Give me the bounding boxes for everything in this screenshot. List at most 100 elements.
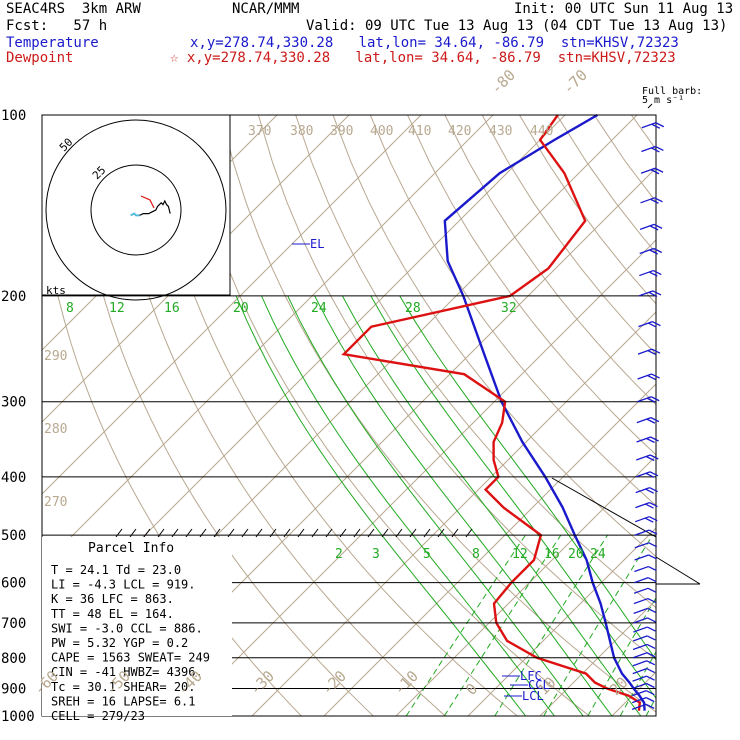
hatch-mark [451, 528, 459, 538]
hodograph-ring-25 [90, 164, 182, 256]
hatch-mark [283, 528, 291, 538]
moist-adiabat-label: 24 [311, 301, 327, 316]
dry-adiabat [108, 115, 446, 716]
wind-barb-staff [638, 290, 654, 297]
theta-label: 370 [248, 124, 271, 139]
pressure-label: 500 [1, 528, 26, 544]
parcel-info-row: PW = 5.32 YGP = 0.2 [51, 636, 188, 650]
isotherm-label: -70 [559, 66, 591, 98]
level-label: CCL [528, 678, 550, 692]
wind-barb-flag [645, 472, 655, 478]
wind-barb-flag [653, 223, 663, 229]
hodograph-ring-50 [45, 119, 227, 301]
wind-barb-flag [645, 503, 654, 509]
wind-barb-flag [648, 542, 658, 548]
temperature-profile [443, 113, 646, 711]
wind-barb-staff [637, 348, 653, 355]
isotherm [395, 455, 656, 716]
dry-adiabat [257, 115, 656, 661]
org-name: NCAR/MMM [232, 1, 300, 17]
mixing-ratio-label: 20 [568, 547, 584, 562]
wind-barb-flag [648, 516, 658, 522]
wind-barb-flag [646, 437, 655, 444]
parcel-info-row: CAPE = 1563 SWEAT= 249 [51, 651, 210, 665]
wind-barb-flag [647, 374, 656, 381]
wind-barb-flag [655, 122, 665, 128]
wind-barb-flag [653, 269, 662, 276]
wind-barb-staff [640, 197, 655, 204]
hodograph-storm-motion [140, 195, 155, 209]
isotherm [42, 115, 422, 495]
pressure-label: 300 [1, 395, 26, 411]
hatch-mark [339, 528, 347, 538]
wind-barb-flag [649, 471, 659, 477]
wind-barb-staff [641, 145, 656, 153]
temperature-label: Temperature [6, 35, 99, 51]
wind-barb-flag [647, 577, 657, 583]
wind-legend-units: 5 m s⁻¹ [642, 95, 684, 106]
hatch-mark [129, 528, 137, 538]
init-time: Init: 00 UTC Sun 11 Aug 13 [514, 1, 734, 17]
pressure-label: 200 [1, 289, 26, 305]
mixing-ratio-line [645, 696, 656, 716]
pressure-label: 800 [1, 651, 26, 667]
hatch-mark [157, 528, 165, 538]
isotherm [323, 383, 656, 716]
wind-barb-flag [649, 487, 659, 493]
isotherm [684, 115, 740, 716]
dry-adiabat [669, 115, 740, 716]
wind-barb-staff [638, 321, 653, 328]
theta-label: 380 [290, 124, 313, 139]
pressure-label: 900 [1, 681, 26, 697]
moist-adiabat [370, 295, 656, 699]
wind-barb-staff [640, 167, 656, 174]
wind-barb-staff [634, 542, 650, 549]
dewpoint-profile [341, 114, 642, 711]
wind-barb-staff [635, 501, 650, 509]
dry-adiabat [332, 115, 656, 558]
frame-diagonal [655, 556, 701, 585]
wind-barb-flag [646, 635, 656, 641]
wind-barb-staff [639, 247, 654, 255]
wind-barb-staff [635, 471, 651, 478]
moist-adiabat [235, 295, 526, 716]
wind-barb-staff [632, 682, 647, 690]
wind-barb-flag [655, 145, 664, 152]
wind-barb-flag [646, 418, 656, 424]
mixing-ratio-line [667, 535, 740, 716]
wind-barb-staff [633, 617, 648, 624]
wind-barb-flag [650, 396, 660, 402]
hatch-mark [465, 528, 473, 538]
mixing-ratio-label: 12 [512, 547, 528, 562]
wind-barb-flag [649, 501, 658, 508]
theta-label: 440 [530, 124, 553, 139]
theta-label: 390 [330, 124, 353, 139]
hatch-mark [311, 528, 319, 538]
wind-legend-title: Full barb: [642, 86, 702, 97]
wind-barb-staff [635, 487, 650, 494]
wind-barb-staff [634, 565, 649, 573]
parcel-info-row: CELL = 279/23 [51, 709, 145, 723]
hatch-mark [353, 528, 361, 538]
moist-adiabat-label: 12 [109, 301, 125, 316]
level-label: LCL [522, 689, 544, 703]
dry-adiabat [295, 115, 656, 609]
wind-barb-flag [645, 455, 655, 462]
wind-barb-flag [649, 225, 659, 231]
wind-barb-flag [646, 643, 656, 650]
wind-barb-flag [646, 660, 656, 666]
isotherm-label: -20 [318, 667, 350, 699]
plot-border [41, 114, 657, 717]
isotherm-label: -10 [390, 667, 422, 699]
moist-adiabat-label: 28 [405, 301, 421, 316]
wind-barb-flag [650, 169, 660, 175]
forecast-hour: Fcst: 57 h [6, 18, 108, 34]
moist-adiabat-label: 20 [233, 301, 249, 316]
theta-label: 270 [44, 495, 67, 510]
theta-label: 280 [44, 422, 67, 437]
wind-barb-staff [632, 660, 648, 667]
wind-barb-staff [632, 667, 647, 675]
hatch-mark [213, 528, 221, 538]
mixing-ratio-label: 8 [472, 547, 480, 562]
wind-barb-staff [634, 529, 650, 536]
